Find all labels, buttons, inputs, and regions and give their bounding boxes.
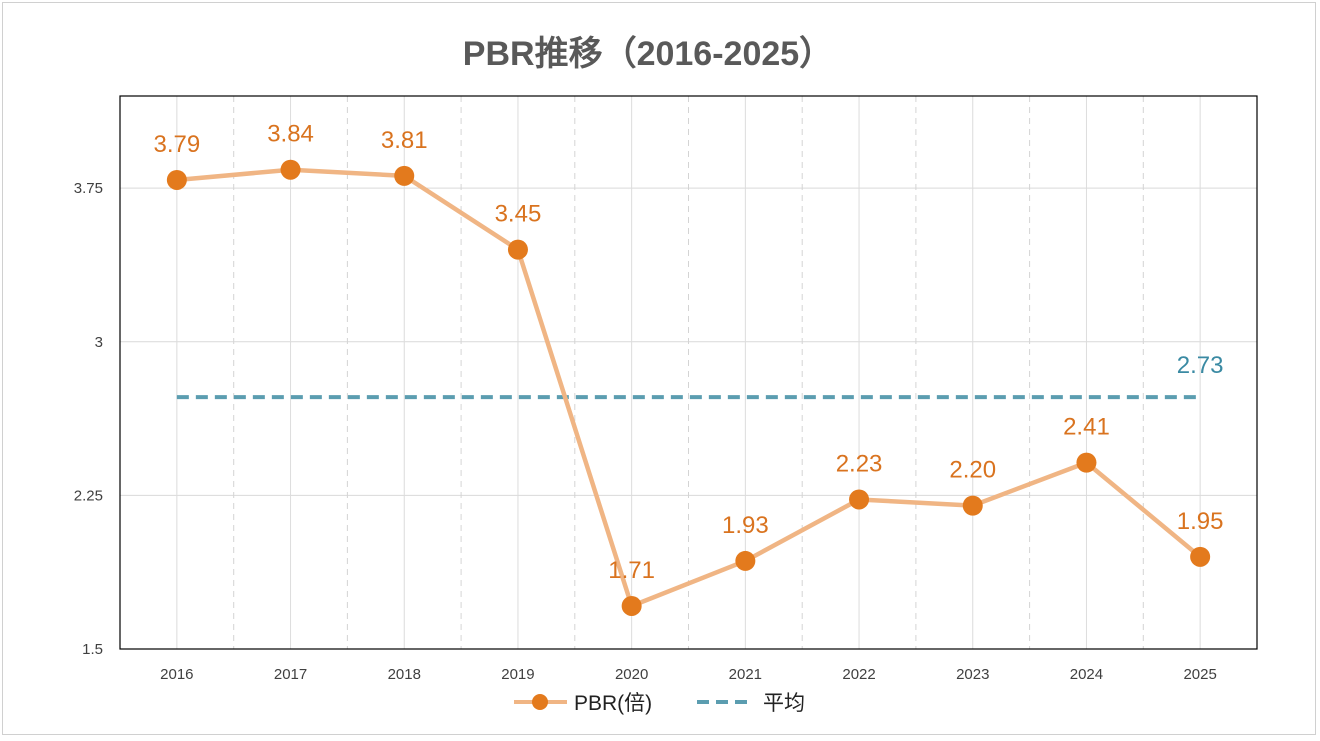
y-axis-ticks: 1.5 2.25 3 3.75 [74,180,103,658]
x-tick-label: 2025 [1183,666,1216,683]
x-tick-label: 2016 [160,666,193,683]
average-data-label: 2.73 [1177,352,1224,379]
x-tick-label: 2022 [842,666,875,683]
y-tick-label: 3 [95,334,103,351]
pbr-data-label: 2.41 [1063,414,1110,441]
pbr-data-point [166,169,187,190]
pbr-data-label: 3.81 [381,127,428,154]
pbr-data-label: 1.93 [722,512,769,539]
pbr-data-point [962,495,983,516]
legend: PBR(倍) 平均 [514,692,805,715]
x-tick-label: 2017 [274,666,307,683]
x-tick-label: 2018 [388,666,421,683]
legend-average-label: 平均 [763,692,805,715]
pbr-data-label: 3.84 [267,121,314,148]
legend-pbr-marker [532,694,548,710]
x-tick-label: 2019 [501,666,534,683]
pbr-data-label: 1.71 [608,557,655,584]
pbr-data-label: 3.79 [153,131,200,158]
pbr-series [166,159,1211,616]
x-tick-label: 2020 [615,666,648,683]
y-tick-label: 3.75 [74,180,103,197]
pbr-data-label: 3.45 [495,201,542,228]
pbr-data-point [621,595,642,616]
pbr-data-label: 2.23 [836,450,883,477]
y-tick-label: 1.5 [82,641,103,658]
average-series: 2.73 [176,352,1224,400]
pbr-data-point [394,165,415,186]
pbr-data-point [849,489,870,510]
x-tick-label: 2023 [956,666,989,683]
pbr-data-point [507,239,528,260]
pbr-data-point [1076,452,1097,473]
plot-area-border [119,95,1258,650]
x-tick-label: 2024 [1070,666,1103,683]
pbr-series-line [176,167,1202,609]
x-tick-label: 2021 [729,666,762,683]
pbr-data-label: 1.95 [1177,508,1224,535]
y-tick-label: 2.25 [74,487,103,504]
pbr-data-label: 2.20 [949,457,996,484]
legend-pbr-label: PBR(倍) [574,692,652,715]
pbr-data-point [1190,546,1211,567]
pbr-data-point [735,550,756,571]
pbr-data-point [280,159,301,180]
x-axis-ticks: 2016 2017 2018 2019 2020 2021 2022 2023 2024 2025 [160,666,1217,683]
chart-title: PBR推移（2016-2025） [463,34,833,73]
grid [120,96,1257,649]
data-labels: 3.79 3.84 3.81 3.45 1.71 1.93 2.23 2.20 2.41 1.95 [153,121,1223,584]
